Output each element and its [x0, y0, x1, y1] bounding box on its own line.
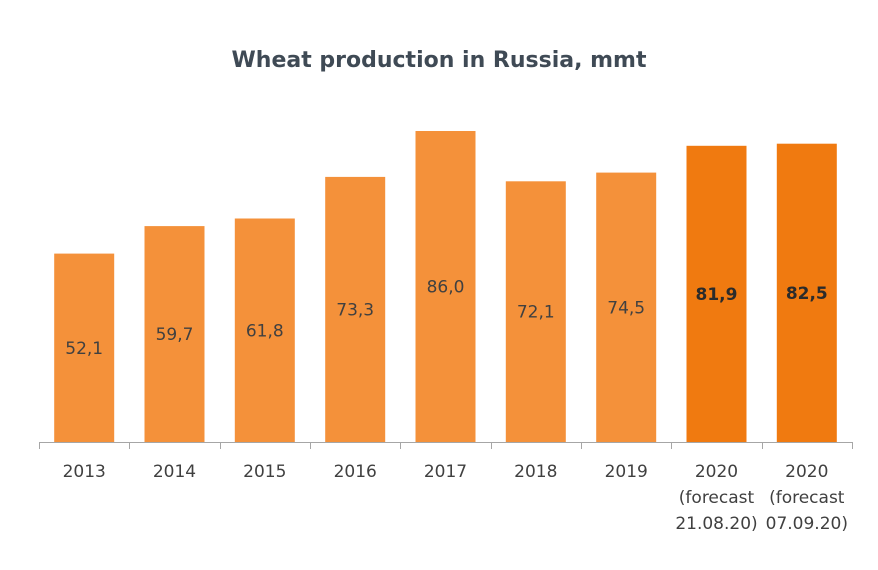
x-tick-label-8-1: (forecast [769, 488, 845, 508]
x-tick-label-7-1: (forecast [679, 488, 755, 508]
x-tick-label-0-0: 2013 [63, 462, 106, 482]
data-label-6: 74,5 [607, 298, 645, 318]
x-tick-label-2-0: 2015 [243, 462, 286, 482]
data-label-7: 81,9 [696, 285, 738, 305]
x-tick-label-4-0: 2017 [424, 462, 467, 482]
x-tick-label-6-0: 2019 [605, 462, 648, 482]
bar-0 [54, 253, 115, 442]
bar-3 [325, 176, 386, 442]
data-label-3: 73,3 [336, 301, 374, 321]
bar-7 [686, 145, 747, 443]
data-label-0: 52,1 [65, 339, 103, 359]
bar-6 [596, 172, 657, 442]
chart-title: Wheat production in Russia, mmt [231, 48, 647, 73]
bar-1 [144, 226, 205, 442]
data-label-8: 82,5 [786, 284, 828, 304]
x-tick-label-1-0: 2014 [153, 462, 196, 482]
x-tick-label-7-2: 21.08.20) [675, 514, 757, 534]
data-label-4: 86,0 [427, 278, 465, 298]
bar-8 [776, 143, 837, 442]
data-label-2: 61,8 [246, 321, 284, 341]
bar-2 [234, 218, 295, 442]
x-tick-label-3-0: 2016 [334, 462, 377, 482]
x-tick-label-8-2: 07.09.20) [766, 514, 848, 534]
x-tick-label-8-0: 2020 [785, 462, 828, 482]
x-tick-label-5-0: 2018 [514, 462, 557, 482]
bar-5 [505, 181, 566, 443]
data-label-5: 72,1 [517, 303, 555, 323]
bar-4 [415, 131, 476, 442]
data-label-1: 59,7 [156, 325, 194, 345]
x-tick-label-7-0: 2020 [695, 462, 738, 482]
